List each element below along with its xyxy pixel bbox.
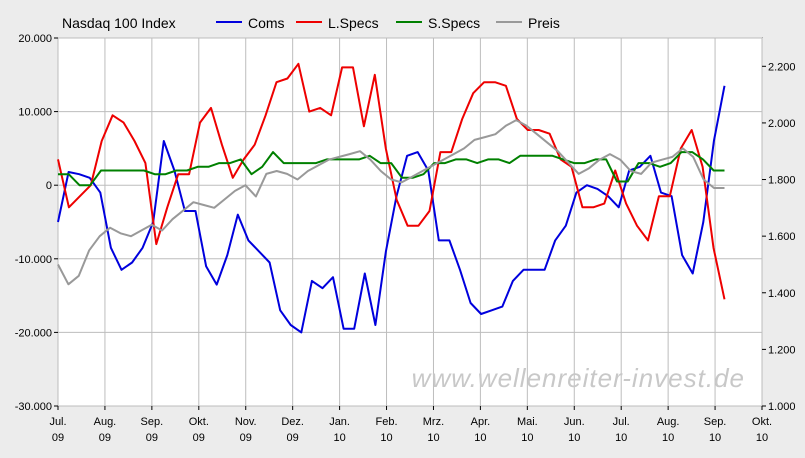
y-left-tick-label: 10.000 [18, 107, 52, 119]
x-tick-month: Jul. [613, 416, 630, 428]
x-tick-month: Sep. [141, 416, 164, 428]
x-tick-year: 09 [193, 432, 205, 444]
x-tick-year: 10 [709, 432, 721, 444]
legend-label-coms: Coms [248, 15, 285, 31]
y-right-tick-label: 2.000 [768, 118, 796, 130]
y-right-tick-label: 1.800 [768, 175, 796, 187]
right-axis: 1.000 1.200 1.400 1.600 1.800 2.000 2.200 [762, 61, 796, 413]
x-tick-year: 09 [99, 432, 111, 444]
x-axis: Jul. 09 Aug. 09 Sep. 09 Okt. 09 Nov. 09 Dez. 09 Jan.… [49, 406, 772, 444]
x-tick-month: Apr. [471, 416, 491, 428]
x-tick-year: 09 [52, 432, 64, 444]
chart-title: Nasdaq 100 Index [62, 15, 176, 31]
x-tick-month: Feb. [376, 416, 398, 428]
series-line-preis [57, 119, 725, 286]
x-tick-year: 10 [662, 432, 674, 444]
x-tick-year: 10 [474, 432, 486, 444]
legend-label-lspecs: L.Specs [328, 15, 379, 31]
x-tick-year: 10 [427, 432, 439, 444]
x-tick-month: Jun. [564, 416, 585, 428]
y-left-tick-label: -10.000 [15, 254, 52, 266]
y-right-tick-label: 1.400 [768, 288, 796, 300]
x-tick-year: 10 [615, 432, 627, 444]
y-left-tick-label: 0 [46, 180, 52, 192]
x-tick-month: Jul. [49, 416, 66, 428]
x-tick-year: 09 [287, 432, 299, 444]
x-tick-month: Mrz. [423, 416, 444, 428]
y-left-tick-label: 20.000 [18, 33, 52, 45]
y-left-tick-label: -20.000 [15, 327, 52, 339]
x-tick-year: 10 [521, 432, 533, 444]
series-lines [57, 62, 726, 334]
x-tick-year: 10 [333, 432, 345, 444]
x-tick-year: 09 [240, 432, 252, 444]
x-tick-month: Okt. [752, 416, 772, 428]
y-right-tick-label: 1.200 [768, 344, 796, 356]
x-tick-month: Nov. [235, 416, 257, 428]
x-tick-year: 10 [756, 432, 768, 444]
y-right-tick-label: 1.600 [768, 231, 796, 243]
y-right-tick-label: 2.200 [768, 61, 796, 73]
y-left-tick-label: -30.000 [15, 401, 52, 413]
x-tick-month: Okt. [189, 416, 209, 428]
series-line-coms [57, 85, 726, 334]
x-tick-year: 09 [146, 432, 158, 444]
x-tick-year: 10 [568, 432, 580, 444]
x-tick-month: Sep. [704, 416, 727, 428]
x-tick-month: Dez. [281, 416, 304, 428]
left-axis: -30.000 -20.000 -10.000 0 10.000 20.000 [15, 33, 58, 413]
x-tick-month: Mai. [517, 416, 538, 428]
legend-label-preis: Preis [528, 15, 560, 31]
x-tick-month: Aug. [94, 416, 117, 428]
grid [57, 37, 763, 407]
y-right-tick-label: 1.000 [768, 401, 796, 413]
x-tick-year: 10 [380, 432, 392, 444]
legend-label-sspecs: S.Specs [428, 15, 480, 31]
series-line-sspecs [58, 151, 725, 187]
x-tick-month: Aug. [657, 416, 680, 428]
x-tick-month: Jan. [329, 416, 350, 428]
plot-area [57, 37, 763, 407]
watermark: www.wellenreiter-invest.de [412, 363, 745, 393]
legend: Nasdaq 100 Index Coms L.Specs S.Specs Pr… [62, 15, 560, 31]
